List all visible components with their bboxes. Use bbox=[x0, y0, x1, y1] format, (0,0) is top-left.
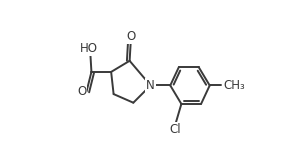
Text: N: N bbox=[146, 79, 155, 92]
Text: O: O bbox=[126, 30, 135, 43]
Text: Cl: Cl bbox=[169, 123, 181, 136]
Text: HO: HO bbox=[80, 42, 98, 55]
Text: O: O bbox=[77, 85, 86, 98]
Text: CH₃: CH₃ bbox=[224, 79, 246, 92]
